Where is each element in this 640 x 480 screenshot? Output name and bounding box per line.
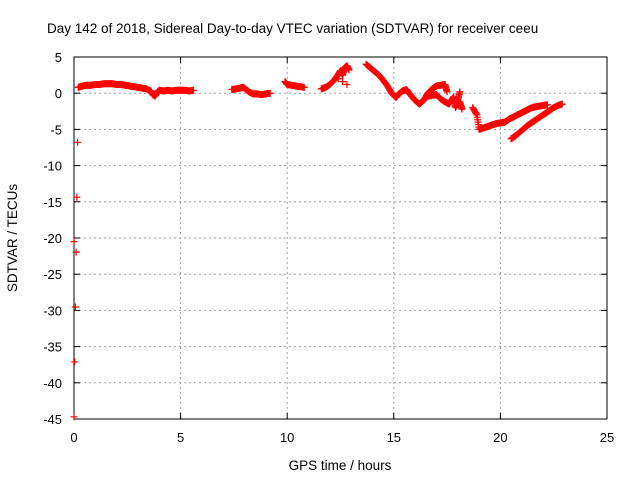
data-point [300, 83, 308, 91]
y-tick-label: -10 [43, 159, 62, 174]
data-point [71, 303, 79, 311]
data-point [71, 358, 79, 366]
x-tick-label: 10 [280, 430, 294, 445]
y-tick-label: -45 [43, 412, 62, 427]
x-axis-label: GPS time / hours [289, 458, 392, 473]
y-tick-label: -40 [43, 376, 62, 391]
y-tick-label: -25 [43, 267, 62, 282]
grid-lines [74, 57, 607, 419]
data-point [472, 110, 480, 118]
data-point [558, 100, 566, 108]
data-point [72, 248, 80, 256]
data-point [266, 89, 274, 97]
y-tick-label: -35 [43, 340, 62, 355]
data-point [345, 66, 353, 74]
x-tick-label: 25 [600, 430, 614, 445]
y-tick-label: -20 [43, 231, 62, 246]
data-point [74, 138, 82, 146]
data-point [458, 105, 466, 113]
x-tick-label: 5 [177, 430, 184, 445]
chart-title: Day 142 of 2018, Sidereal Day-to-day VTE… [47, 21, 538, 36]
y-tick-label: -15 [43, 195, 62, 210]
data-point [73, 193, 81, 201]
x-tick-label: 15 [387, 430, 401, 445]
y-tick-label: -5 [50, 122, 62, 137]
data-point [443, 88, 451, 96]
y-axis-label: SDTVAR / TECUs [5, 184, 20, 293]
data-point [70, 413, 78, 421]
data-point [543, 101, 551, 109]
data-points [70, 60, 566, 421]
data-point [334, 75, 342, 83]
axis-ticks: 0 5 10 15 20 25 5 0 -5 -10 -15 -20 -25 -30 -35 -40 -45 [43, 50, 614, 445]
y-tick-label: 0 [55, 86, 62, 101]
data-point [70, 238, 78, 246]
data-point [189, 86, 197, 94]
y-tick-label: -30 [43, 303, 62, 318]
data-point [343, 81, 351, 89]
x-tick-label: 0 [70, 430, 77, 445]
x-tick-label: 20 [493, 430, 507, 445]
data-point [456, 88, 464, 96]
y-tick-label: 5 [55, 50, 62, 65]
data-point [339, 78, 347, 86]
